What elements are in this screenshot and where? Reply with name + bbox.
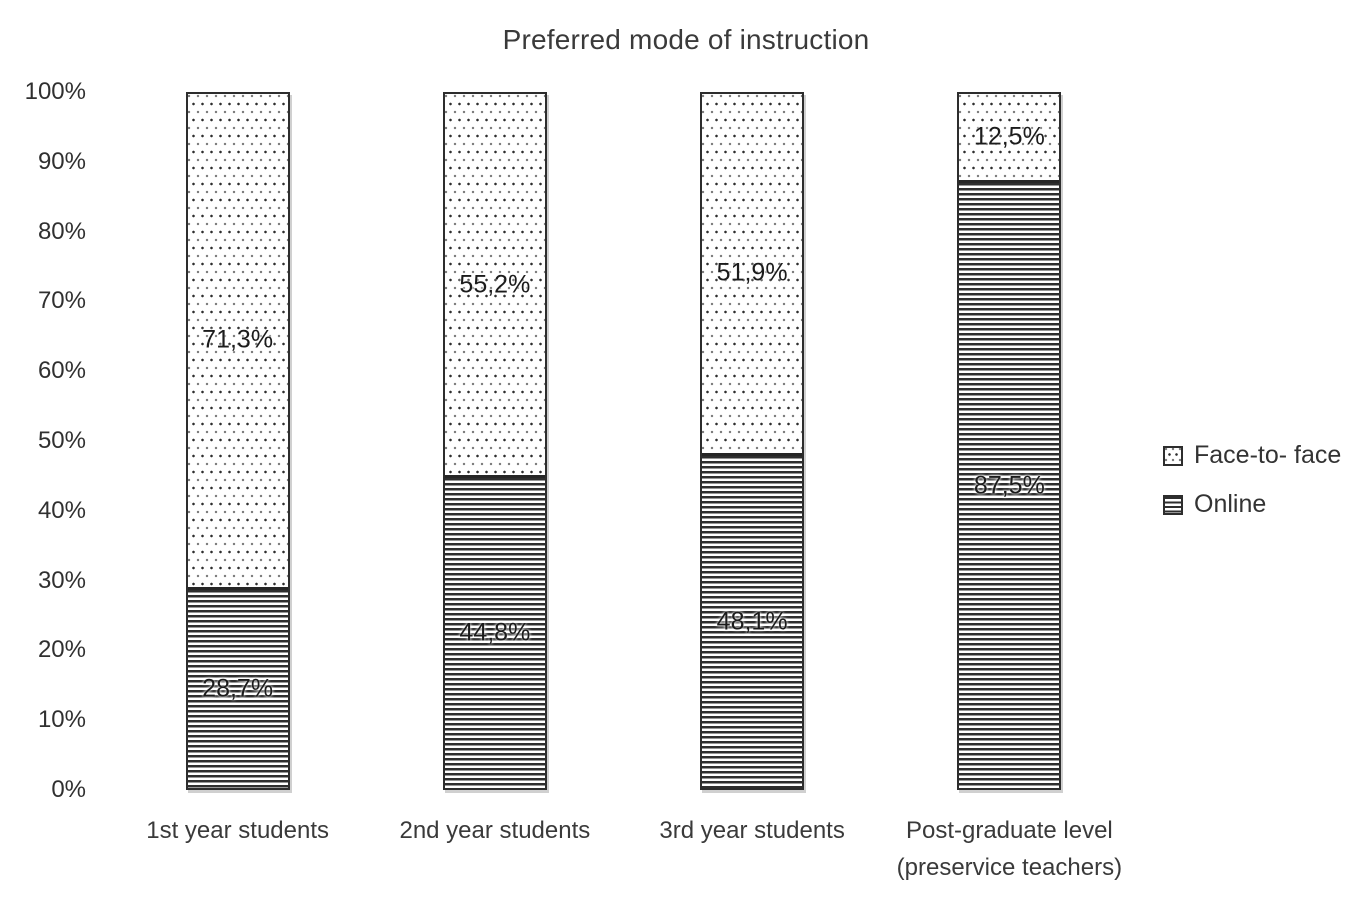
- segment-face-to-face: 51,9%: [702, 94, 803, 453]
- data-label-face-to-face: 55,2%: [459, 270, 531, 299]
- y-tick-label: 100%: [24, 78, 86, 105]
- data-label-face-to-face: 71,3%: [202, 325, 274, 354]
- legend-label: Online: [1194, 490, 1267, 518]
- x-category-label: Post-graduate level (preservice teachers…: [896, 817, 1123, 881]
- bar-slot: 51,9% 48,1%: [624, 92, 881, 790]
- data-label-face-to-face: 12,5%: [973, 122, 1045, 151]
- data-label-online: 48,1%: [716, 607, 788, 636]
- data-label-online: 87,5%: [973, 471, 1045, 500]
- bar-slot: 12,5% 87,5%: [881, 92, 1138, 790]
- legend-item-face-to-face: Face-to- face: [1163, 441, 1341, 470]
- y-tick-label: 0%: [51, 776, 86, 803]
- segment-online: 48,1%: [702, 452, 803, 788]
- y-tick-label: 80%: [37, 217, 86, 245]
- segment-online: 28,7%: [187, 586, 288, 788]
- segment-face-to-face: 55,2%: [444, 94, 545, 476]
- stacked-bar: 51,9% 48,1%: [700, 92, 805, 790]
- segment-face-to-face: 12,5%: [959, 94, 1060, 181]
- bar-slot: 71,3% 28,7%: [109, 92, 366, 790]
- y-tick-label: 40%: [37, 496, 86, 524]
- plot-area: 71,3% 28,7% 55,2% 44,8% 51,9% 48,1% 12,5% 87,5%: [109, 92, 1138, 790]
- dots-pattern-swatch-icon: [1163, 445, 1183, 466]
- x-axis: 1st year students 2nd year students 3rd ye…: [109, 812, 1138, 886]
- y-tick-label: 70%: [37, 287, 86, 315]
- data-label-online: 44,8%: [459, 618, 531, 647]
- stacked-bar: 71,3% 28,7%: [185, 92, 290, 790]
- x-category-label: 3rd year students: [659, 817, 845, 844]
- y-tick-label: 90%: [37, 147, 86, 175]
- y-tick-label: 20%: [37, 636, 86, 664]
- legend-label: Face-to- face: [1194, 441, 1342, 469]
- y-tick-label: 50%: [37, 427, 86, 454]
- x-category-label: 1st year students: [146, 817, 329, 844]
- stacked-bar: 55,2% 44,8%: [442, 92, 547, 790]
- segment-online: 44,8%: [444, 475, 545, 788]
- y-tick-label: 30%: [37, 566, 86, 594]
- legend: Face-to- face Online: [1163, 441, 1341, 539]
- chart-title: Preferred mode of instruction: [502, 24, 870, 55]
- segment-online: 87,5%: [959, 180, 1060, 788]
- segment-face-to-face: 71,3%: [187, 94, 288, 587]
- y-axis: 100% 90% 80% 70% 60% 50% 40% 30% 20% 10% 0%: [0, 0, 86, 898]
- legend-item-online: Online: [1163, 490, 1341, 519]
- lines-pattern-swatch-icon: [1163, 494, 1183, 515]
- x-category-label: 2nd year students: [399, 817, 591, 844]
- y-tick-label: 60%: [37, 357, 86, 385]
- stacked-bar: 12,5% 87,5%: [957, 92, 1062, 790]
- data-label-online: 28,7%: [202, 674, 274, 703]
- data-label-face-to-face: 51,9%: [716, 258, 788, 287]
- y-tick-label: 10%: [37, 706, 86, 734]
- bar-slot: 55,2% 44,8%: [366, 92, 623, 790]
